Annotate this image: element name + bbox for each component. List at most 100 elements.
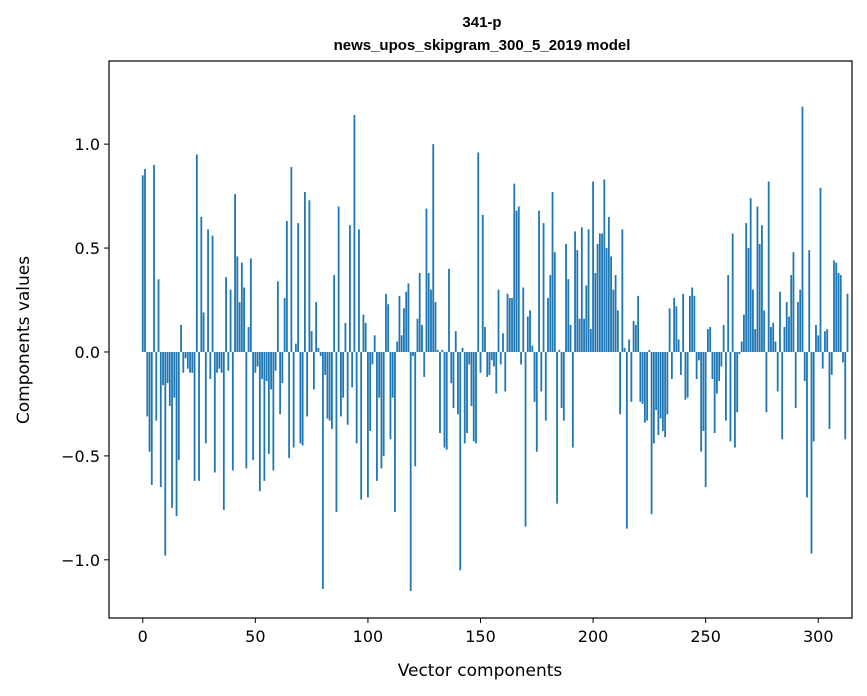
bar: [173, 351, 176, 398]
bar: [213, 351, 216, 473]
bar: [720, 351, 723, 367]
bar: [695, 351, 698, 379]
bar: [499, 351, 502, 365]
bar: [240, 262, 243, 352]
bar: [571, 351, 574, 448]
bar: [157, 279, 160, 352]
bar: [691, 287, 694, 352]
bar: [220, 351, 223, 373]
bar: [686, 351, 689, 398]
y-tick-label: −1.0: [61, 551, 100, 570]
chart-title: 341-p: [462, 14, 501, 31]
bar: [310, 331, 313, 352]
bar: [391, 351, 394, 398]
bar: [535, 351, 538, 452]
bar: [614, 275, 617, 352]
bar: [592, 181, 594, 352]
bar: [479, 351, 482, 373]
bar: [727, 275, 730, 352]
bar: [484, 327, 486, 352]
bar: [675, 306, 678, 352]
bar: [529, 310, 531, 352]
bar: [652, 351, 655, 444]
bar: [781, 351, 784, 440]
bar: [146, 351, 149, 417]
bar: [258, 351, 261, 492]
bar: [279, 351, 282, 415]
bar: [567, 279, 570, 352]
bar: [281, 351, 284, 384]
bar: [738, 351, 741, 355]
bar: [752, 289, 754, 352]
bar: [605, 248, 608, 352]
bar: [243, 287, 245, 352]
bar: [369, 351, 372, 431]
bar: [610, 256, 612, 352]
bar: [189, 351, 191, 373]
bar: [477, 152, 480, 352]
bar: [684, 351, 687, 400]
bar: [819, 187, 822, 352]
x-tick-label: 100: [353, 627, 384, 646]
bar: [574, 231, 576, 352]
bar: [249, 258, 252, 352]
bar: [254, 351, 257, 373]
bar: [594, 272, 597, 352]
bar: [508, 297, 511, 352]
bar: [222, 351, 225, 510]
bar: [285, 221, 288, 352]
bar: [405, 291, 408, 352]
bar: [504, 351, 507, 392]
bar: [445, 351, 448, 450]
bar: [344, 322, 347, 352]
bar: [664, 351, 667, 438]
bar: [315, 302, 318, 352]
bar: [267, 351, 270, 454]
bar: [779, 291, 781, 352]
x-axis-label: Vector components: [398, 661, 563, 681]
bar: [358, 229, 360, 352]
bar: [842, 351, 844, 363]
bar: [648, 349, 651, 352]
bar: [650, 351, 653, 515]
bar: [218, 351, 221, 369]
bar: [466, 351, 468, 434]
bar: [297, 223, 300, 352]
bar: [808, 250, 811, 352]
bar: [670, 351, 673, 379]
bar: [333, 275, 336, 352]
bar: [785, 302, 788, 352]
bar: [513, 183, 516, 352]
bar: [191, 351, 194, 373]
bar: [439, 351, 441, 434]
bar: [150, 351, 153, 485]
bar: [495, 351, 498, 394]
bar: [837, 272, 840, 352]
bar: [184, 351, 187, 359]
bar: [398, 295, 401, 352]
bar: [646, 351, 649, 421]
bar: [506, 293, 509, 352]
bar: [328, 351, 331, 421]
bar: [743, 314, 745, 352]
bar: [288, 351, 291, 458]
bar: [502, 333, 504, 352]
bar: [164, 351, 167, 556]
bar: [450, 351, 453, 384]
bar: [556, 351, 558, 504]
x-tick-label: 300: [803, 627, 834, 646]
bar: [765, 351, 768, 413]
bar: [587, 229, 590, 352]
bar: [263, 351, 266, 481]
bar: [679, 351, 682, 375]
bar: [544, 351, 547, 421]
bar: [756, 206, 759, 352]
bar: [749, 198, 752, 352]
bar: [162, 351, 164, 386]
bar: [177, 351, 180, 461]
bar: [677, 339, 680, 352]
bar: [531, 345, 534, 352]
bar: [688, 295, 691, 352]
bar: [542, 223, 545, 352]
bar: [659, 351, 662, 419]
